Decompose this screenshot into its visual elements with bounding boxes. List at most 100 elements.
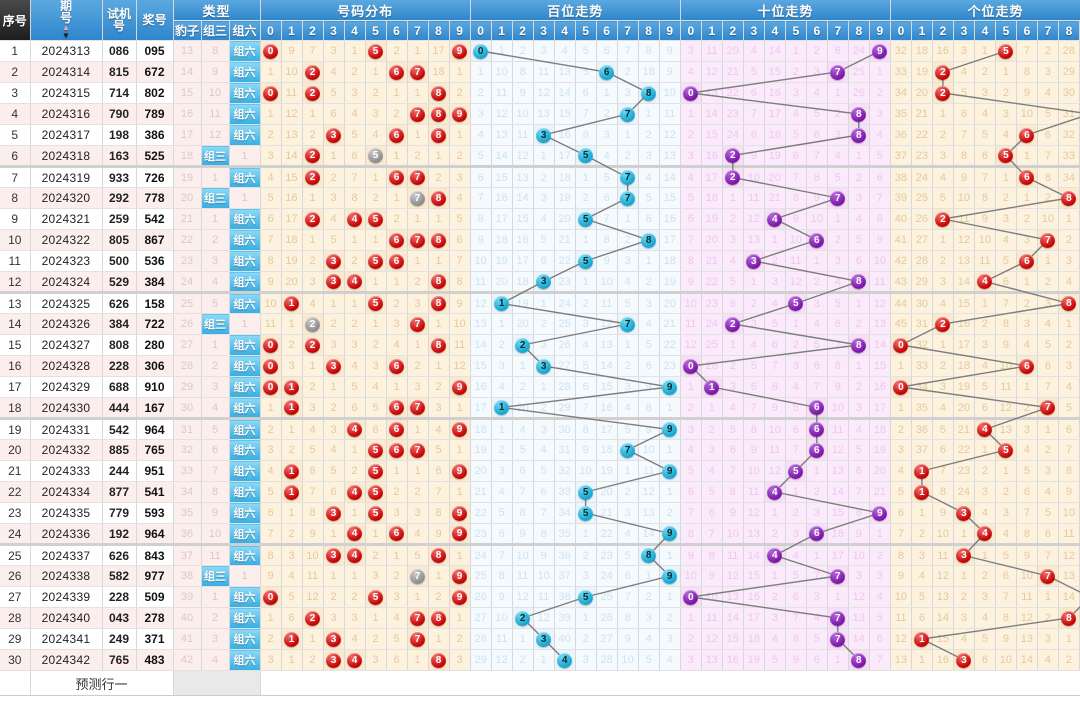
hund-cell-7: 1 — [617, 124, 639, 146]
tens-cell-6: 6 — [806, 397, 828, 419]
unit-cell-1: 22 — [911, 124, 933, 146]
table-row[interactable]: 11 2024323 500 536 23 3 组六 8 19 2 3 2 5 6 1 1 7 10 19 17 6 22… — [0, 250, 1080, 272]
dist-cell-5: 1 — [365, 229, 387, 251]
table-row[interactable]: 27 2024339 228 509 39 1 组六 0 5 12 2 2 5 3 1 2 9 26 9 12 11 38… — [0, 586, 1080, 608]
sort-desc-icon[interactable]: ▼ — [62, 31, 70, 40]
hund-cell-1: 7 — [491, 543, 513, 566]
tens-ball-0: 0 — [683, 358, 699, 374]
dist-cell-4: 4 — [344, 543, 366, 566]
table-row[interactable]: 3 2024315 714 802 15 10 组六 0 11 2 5 3 2 1 1 8 2 2 11 9 12 14 6… — [0, 82, 1080, 104]
unit-cell-6: 8 — [1016, 61, 1038, 83]
table-row[interactable]: 2 2024314 815 672 14 9 组六 1 10 2 4 2 1 6 7 18 1 1 10 8 11 13 5… — [0, 61, 1080, 83]
hund-cell-2: 16 — [512, 229, 534, 251]
table-row[interactable]: 13 2024325 626 158 25 5 组六 10 1 4 1 1 5 2 3 8 9 12 1 19 1 24 2… — [0, 291, 1080, 314]
table-row[interactable]: 1 2024313 086 095 13 8 组六 0 9 7 3 1 5 2 1 17 9 0 1 2 3 4 5 6 7 8 9… — [0, 40, 1080, 62]
tens-cell-5: 4 — [785, 376, 807, 398]
row-type-baozi: 20 — [173, 187, 202, 209]
hund-cell-3: 2 — [533, 313, 555, 335]
tens-cell-4: 18 — [764, 124, 786, 146]
tens-cell-6: 6 — [806, 124, 828, 146]
table-row[interactable]: 24 2024336 192 964 36 10 组六 7 2 9 1 4 1 6 4 9 9 23 6 9 8 35 1 2… — [0, 523, 1080, 545]
sort-control[interactable]: ▲ ▼ — [31, 24, 102, 40]
tens-cell-2: 14 — [722, 607, 744, 629]
dist-cell-9: 2 — [449, 145, 471, 167]
tens-cell-3: 4 — [743, 334, 765, 356]
tens-cell-4: 1 — [764, 565, 786, 587]
table-row[interactable]: 21 2024333 244 951 33 7 组六 4 1 6 5 2 5 1 1 6 9 20 3 6 5 32 10 1… — [0, 460, 1080, 482]
unit-cell-1: 26 — [911, 208, 933, 230]
tens-cell-1: 7 — [701, 523, 723, 545]
hund-cell-2: 9 — [512, 82, 534, 104]
dist-cell-6: 6 — [386, 61, 408, 83]
dist-cell-9: 9 — [449, 291, 471, 314]
row-type-baozi: 23 — [173, 250, 202, 272]
table-row[interactable]: 16 2024328 228 306 28 2 组六 0 3 1 3 4 3 6 2 1 12 15 3 1 3 27 5 1… — [0, 355, 1080, 377]
sort-asc-icon[interactable]: ▲ — [62, 23, 70, 32]
dist-cell-8: 18 — [428, 61, 450, 83]
table-row[interactable]: 4 2024316 790 789 16 11 组六 1 12 1 6 4 3 2 7 8 9 3 12 10 13 15… — [0, 103, 1080, 125]
table-row[interactable]: 8 2024320 292 778 20 组三 1 5 16 1 3 8 2 1 7 8 4 7 16 14 3 19 2 6… — [0, 187, 1080, 209]
hund-cell-2: 2 — [512, 607, 534, 629]
unit-cell-2: 15 — [932, 628, 954, 650]
table-row[interactable]: 18 2024330 444 167 30 4 组六 1 1 3 2 6 5 6 7 3 1 17 1 20 2 29 7 1… — [0, 397, 1080, 419]
tens-cell-4: 5 — [764, 649, 786, 671]
table-row[interactable]: 29 2024341 249 371 41 3 组六 2 1 1 3 4 2 5 7 1 2 28 11 1 3 40 2 2… — [0, 628, 1080, 650]
dist-cell-4: 1 — [344, 291, 366, 314]
table-row[interactable]: 23 2024335 779 593 35 9 组六 6 1 8 3 1 5 3 3 8 9 22 5 8 7 34 5 21… — [0, 502, 1080, 524]
table-row[interactable]: 28 2024340 043 278 40 2 组六 1 6 2 3 3 1 4 7 8 1 27 10 2 12 39 1… — [0, 607, 1080, 629]
table-header: 序号 期 号 ▲ ▼ 试机 号 奖号 类型 号码分布 百位走势 十位走势 个位走势 — [0, 0, 1080, 41]
table-row[interactable]: 17 2024329 688 910 29 3 组六 0 1 2 1 5 4 1 3 2 9 16 4 2 1 28 6 15… — [0, 376, 1080, 398]
dist-ball-6: 6 — [389, 358, 404, 374]
tens-ball-2: 2 — [725, 148, 741, 163]
dist-cell-7: 1 — [407, 460, 429, 482]
tens-ball-8: 8 — [851, 127, 867, 143]
dist-cell-6: 1 — [386, 271, 408, 293]
tens-cell-3: 3 — [743, 250, 765, 272]
dist-cell-6: 6 — [386, 355, 408, 377]
dist-ball-4: 4 — [347, 274, 362, 289]
table-row[interactable]: 12 2024324 529 384 24 4 组六 9 20 3 3 4 1 1 2 8 8 11 20 18 3 23… — [0, 271, 1080, 293]
table-row[interactable]: 20 2024332 885 765 32 6 组六 3 2 5 4 1 5 6 7 5 1 19 2 5 4 31 9 18… — [0, 439, 1080, 461]
unit-cell-5: 5 — [995, 40, 1017, 62]
header-issue-char: 号 — [59, 11, 72, 25]
hund-cell-3: 8 — [533, 523, 555, 545]
dist-ball-7: 7 — [410, 400, 425, 415]
table-row[interactable]: 10 2024322 805 867 22 2 组六 7 18 1 5 1 1 6 7 8 6 9 18 16 5 21 1… — [0, 229, 1080, 251]
table-row[interactable]: 9 2024321 259 542 21 1 组六 6 17 2 4 4 5 2 1 1 5 8 17 15 4 20 5 7… — [0, 208, 1080, 230]
dist-cell-3: 3 — [323, 271, 345, 293]
dist-cell-6: 2 — [386, 103, 408, 125]
table-row[interactable]: 14 2024326 384 722 26 组三 1 11 1 2 2 2 1 3 7 1 10 13 1 20 2 25… — [0, 313, 1080, 335]
hund-cell-0: 10 — [470, 250, 492, 272]
hund-cell-7: 2 — [617, 61, 639, 83]
hund-cell-7: 2 — [617, 145, 639, 167]
dist-ball-9: 9 — [452, 589, 468, 605]
dist-cell-8: 1 — [428, 208, 450, 230]
table-row[interactable]: 30 2024342 765 483 42 4 组六 3 1 2 3 4 3 6 1 8 3 29 12 2 1 4 3 28… — [0, 649, 1080, 671]
table-row[interactable]: 19 2024331 542 964 31 5 组六 2 1 4 3 4 6 6 1 4 9 18 1 4 3 30 8 17… — [0, 417, 1080, 440]
row-type-zuliu: 组六 — [229, 523, 261, 545]
tens-cell-1: 1 — [701, 376, 723, 398]
hund-cell-3: 5 — [533, 229, 555, 251]
hund-cell-7: 2 — [617, 481, 639, 503]
table-row[interactable]: 25 2024337 626 843 37 11 组六 8 3 10 3 4 2 1 5 8 1 24 7 10 9 36… — [0, 543, 1080, 566]
hund-cell-8: 1 — [638, 103, 660, 125]
unit-cell-1: 33 — [911, 355, 933, 377]
hund-cell-4: 34 — [554, 502, 576, 524]
unit-cell-7: 8 — [1037, 165, 1059, 188]
row-prize-number: 384 — [136, 271, 174, 293]
table-row[interactable]: 15 2024327 808 280 27 1 组六 0 2 2 3 3 2 4 1 8 11 14 2 2 3 26 4 1… — [0, 334, 1080, 356]
table-row[interactable]: 22 2024334 877 541 34 8 组六 5 1 7 6 4 5 2 2 7 1 21 4 7 6 33 5 20… — [0, 481, 1080, 503]
table-row[interactable]: 6 2024318 163 525 18 组三 1 3 14 2 1 6 5 1 2 1 2 5 14 12 1 17 5 4… — [0, 145, 1080, 167]
table-row[interactable]: 5 2024317 198 386 17 12 组六 2 13 2 3 5 4 6 1 8 1 4 13 11 3 16 8… — [0, 124, 1080, 146]
dist-cell-9: 9 — [449, 40, 471, 62]
unit-cell-1: 30 — [911, 291, 933, 314]
hund-cell-1: 1 — [491, 397, 513, 419]
dist-ball-7: 7 — [410, 442, 425, 458]
table-row[interactable]: 26 2024338 582 977 38 组三 1 9 4 11 1 1 3 2 7 1 9 25 8 11 10 37… — [0, 565, 1080, 587]
table-row[interactable]: 7 2024319 933 726 19 1 组六 4 15 2 2 7 1 6 7 2 3 6 15 13 2 18 1 5… — [0, 165, 1080, 188]
unit-cell-4: 4 — [974, 355, 996, 377]
dist-ball-6: 6 — [389, 422, 404, 437]
hund-cell-6: 6 — [596, 187, 618, 209]
row-type-zuliu: 组六 — [229, 82, 261, 104]
tens-cell-1: 9 — [701, 565, 723, 587]
